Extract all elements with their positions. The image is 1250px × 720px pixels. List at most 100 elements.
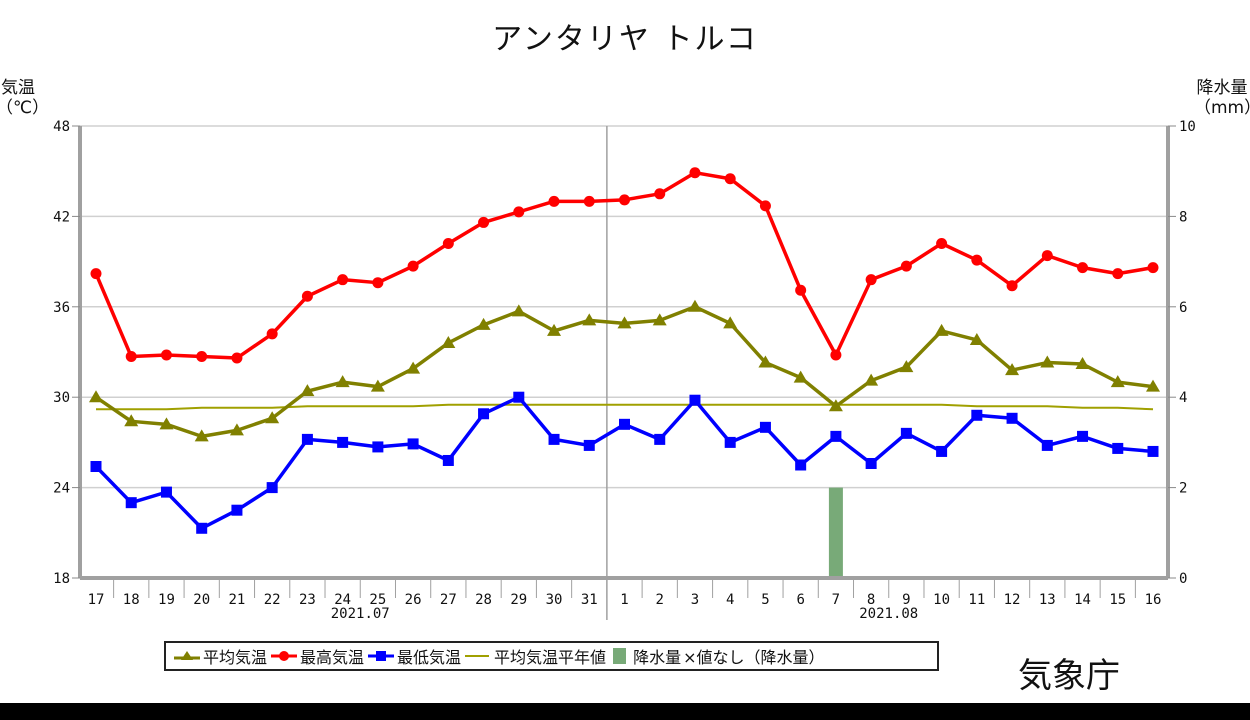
data-point (583, 195, 595, 207)
data-point (1041, 439, 1053, 451)
data-point (1040, 355, 1055, 368)
data-point (689, 394, 701, 406)
data-point (619, 194, 630, 206)
data-point (864, 373, 879, 386)
data-point (406, 361, 421, 374)
x-tick-label: 2 (656, 592, 664, 608)
right-tick-label: 8 (1179, 209, 1187, 225)
left-tick-label: 36 (53, 300, 70, 316)
chart-legend: 平均気温 最高気温 最低気温 平均気温平年値 降水量 ×値なし（降水量） (164, 641, 939, 671)
data-point (1147, 262, 1159, 274)
data-point (619, 418, 630, 430)
x-tick-label: 23 (299, 592, 316, 608)
right-tick-label: 6 (1179, 300, 1187, 316)
x-tick-label: 27 (440, 592, 457, 608)
data-point (160, 486, 172, 498)
data-point (266, 328, 278, 340)
data-point (513, 206, 525, 218)
x-tick-label: 26 (405, 592, 422, 608)
x-tick-label: 9 (902, 592, 910, 608)
bar-swatch-icon (613, 648, 627, 664)
data-point (793, 370, 808, 383)
x-tick-label: 19 (158, 592, 175, 608)
data-point (441, 335, 456, 348)
data-point (89, 390, 103, 403)
right-axis-label-line2: （mm） (1194, 98, 1250, 118)
data-point (795, 459, 807, 471)
legend-normal: 平均気温平年値 (465, 644, 606, 668)
data-point (934, 323, 949, 336)
data-point (1077, 262, 1089, 274)
data-point (478, 216, 490, 228)
data-point (513, 391, 525, 403)
series-line (96, 403, 1154, 411)
x-tick-label: 7 (832, 592, 840, 608)
data-point (196, 351, 208, 363)
x-tick-label: 24 (334, 592, 351, 608)
square-marker-icon (368, 651, 395, 661)
data-point (1110, 375, 1125, 388)
legend-precip-label: 降水量 (633, 648, 682, 667)
legend-min-label: 最低気温 (397, 648, 462, 667)
x-tick-label: 22 (264, 592, 281, 608)
data-point (90, 268, 102, 280)
data-point (372, 441, 384, 453)
data-point (337, 274, 349, 286)
data-point (1075, 357, 1090, 370)
left-tick-label: 42 (53, 209, 70, 225)
data-point (231, 504, 243, 516)
data-point (548, 195, 560, 207)
month-label: 2021.07 (331, 606, 390, 622)
left-tick-label: 48 (53, 119, 70, 135)
x-tick-label: 18 (123, 592, 140, 608)
left-axis-label-line2: （℃） (0, 98, 50, 118)
data-point (1006, 412, 1018, 424)
data-point (723, 316, 738, 329)
data-point (654, 188, 666, 200)
x-tick-label: 10 (933, 592, 950, 608)
data-point (335, 375, 350, 388)
right-axis-label: 降水量 （mm） (1190, 78, 1250, 118)
legend-mean: 平均気温 (174, 644, 267, 668)
left-axis-label: 気温 （℃） (0, 78, 50, 118)
x-tick-label: 29 (510, 592, 527, 608)
data-point (337, 436, 349, 448)
footer-bar (0, 703, 1250, 720)
data-point (229, 423, 244, 436)
right-tick-label: 4 (1179, 390, 1187, 406)
data-point (442, 238, 454, 250)
legend-mean-label: 平均気温 (203, 648, 268, 667)
x-tick-label: 21 (229, 592, 246, 608)
data-point (90, 461, 102, 473)
data-point (969, 332, 984, 345)
line-icon (465, 655, 490, 657)
legend-max: 最高気温 (271, 644, 364, 668)
data-point (370, 379, 385, 392)
left-tick-label: 24 (53, 481, 70, 497)
right-tick-label: 10 (1179, 119, 1196, 135)
x-tick-label: 12 (1004, 592, 1021, 608)
x-tick-label: 6 (796, 592, 804, 608)
legend-max-label: 最高気温 (300, 648, 365, 667)
data-point (795, 284, 807, 296)
data-point (759, 421, 771, 433)
data-point (159, 417, 174, 430)
data-point (125, 351, 137, 363)
x-tick-label: 4 (726, 592, 734, 608)
legend-no-value-label: ×値なし（降水量） (683, 648, 825, 667)
right-axis-label-line1: 降水量 (1196, 78, 1248, 98)
data-point (231, 352, 243, 364)
x-tick-label: 8 (867, 592, 875, 608)
left-tick-label: 18 (53, 571, 70, 587)
chart-title: アンタリヤ トルコ (492, 22, 758, 57)
data-point (687, 299, 702, 312)
data-point (301, 290, 313, 302)
x-tick-label: 16 (1145, 592, 1162, 608)
left-tick-label: 30 (53, 390, 70, 406)
left-axis-label-line1: 気温 (1, 78, 35, 98)
data-point (1006, 280, 1018, 292)
data-point (1146, 379, 1160, 392)
data-point (125, 497, 137, 509)
data-point (828, 399, 843, 412)
